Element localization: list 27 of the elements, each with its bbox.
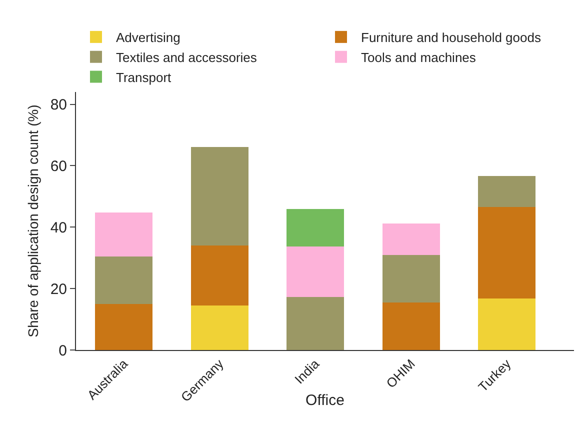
bar bbox=[382, 255, 440, 303]
y-axis-title: Share of application design count (%) bbox=[25, 104, 41, 338]
bar bbox=[286, 296, 344, 350]
bar bbox=[478, 298, 536, 350]
y-tick-label: 60 bbox=[50, 158, 67, 175]
legend-label: Advertising bbox=[116, 30, 180, 46]
y-tick-label: 80 bbox=[50, 96, 67, 114]
bar bbox=[382, 302, 440, 350]
x-axis-title: Office bbox=[306, 392, 344, 409]
bar bbox=[190, 305, 248, 350]
y-tick-label: 40 bbox=[50, 219, 67, 236]
legend-label: Tools and machines bbox=[361, 50, 476, 65]
bar bbox=[478, 207, 536, 298]
legend-label: Furniture and household goods bbox=[361, 30, 542, 46]
bar bbox=[95, 256, 153, 304]
bar bbox=[478, 176, 536, 208]
bar bbox=[95, 212, 153, 257]
bar bbox=[286, 246, 344, 297]
bar bbox=[190, 246, 248, 306]
bar bbox=[382, 223, 440, 256]
bar bbox=[286, 209, 344, 246]
y-tick-label: 20 bbox=[50, 280, 67, 298]
legend-label: Transport bbox=[116, 70, 172, 85]
y-tick-label: 0 bbox=[58, 342, 67, 360]
legend-label: Textiles and accessories bbox=[116, 50, 258, 65]
bar bbox=[95, 304, 153, 350]
bar bbox=[190, 146, 248, 246]
